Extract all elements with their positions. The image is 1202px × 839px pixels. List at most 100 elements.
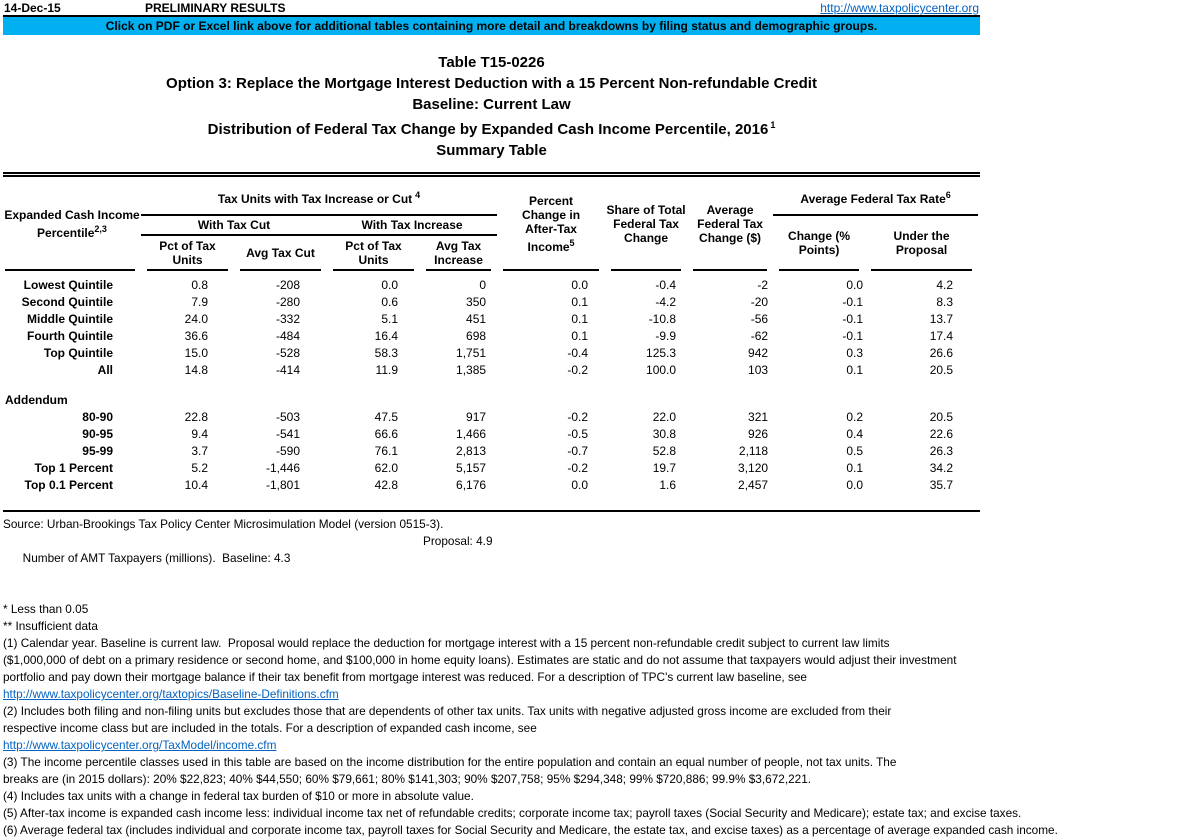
source-line: Source: Urban-Brookings Tax Policy Cente… bbox=[3, 517, 444, 531]
cell-value: 0.1 bbox=[571, 329, 589, 343]
cell-value: 35.7 bbox=[929, 478, 954, 492]
cell-value: 1,466 bbox=[456, 427, 487, 441]
baseline-title: Baseline: Current Law bbox=[412, 96, 571, 113]
cell-value: 0.0 bbox=[381, 278, 398, 292]
cell-value: 16.4 bbox=[374, 329, 398, 343]
cell-value: -4.2 bbox=[655, 295, 677, 309]
cell-value: 20.5 bbox=[929, 410, 954, 424]
header-pct-change-after-tax-income: Percent Change in After-Tax Income5 bbox=[522, 194, 581, 254]
cell-value: -0.1 bbox=[842, 329, 864, 343]
footnote-text: (1) Calendar year. Baseline is current l… bbox=[3, 636, 957, 684]
cell-value: 34.2 bbox=[929, 461, 954, 475]
header-avg-tax-cut: Avg Tax Cut bbox=[246, 245, 315, 260]
header-expanded-cash-income: Expanded Cash Income Percentile2,3 bbox=[4, 208, 140, 240]
cell-value: -503 bbox=[275, 410, 300, 424]
header-avg-federal-tax-change: Average Federal Tax Change ($) bbox=[697, 203, 763, 245]
preliminary-results-label: PRELIMINARY RESULTS bbox=[145, 1, 286, 15]
header-share-of-total: Share of Total Federal Tax Change bbox=[606, 203, 686, 245]
cell-value: 3,120 bbox=[738, 461, 769, 475]
header-tax-units-group: Tax Units with Tax Increase or Cut 4 bbox=[141, 179, 498, 216]
footnote-text: (6) Average federal tax (includes indivi… bbox=[3, 823, 1058, 837]
cell-value: 76.1 bbox=[374, 444, 398, 458]
taxpolicycenter-link[interactable]: http://www.taxpolicycenter.org bbox=[820, 1, 979, 15]
cell-value: 0.3 bbox=[846, 346, 864, 360]
row-label: Lowest Quintile bbox=[23, 278, 113, 292]
cell-value: 13.7 bbox=[929, 312, 954, 326]
cell-value: 2,118 bbox=[738, 444, 769, 458]
table-row: Top 0.1 Percent 10.4 -1,801 42.8 6,176 0.0 1.6… bbox=[3, 477, 978, 494]
cell-value: 42.8 bbox=[374, 478, 398, 492]
summary-title: Summary Table bbox=[436, 142, 547, 159]
cell-value: 62.0 bbox=[374, 461, 398, 475]
cell-value: 66.6 bbox=[374, 427, 398, 441]
table-row: Lowest Quintile 0.8 -208 0.0 0 0.0 -0.4 -2 0.0 4.… bbox=[3, 277, 978, 294]
cell-value: -528 bbox=[275, 346, 300, 360]
cell-value: 11.9 bbox=[375, 363, 398, 377]
cell-value: 1.6 bbox=[659, 478, 677, 492]
cell-value: 321 bbox=[748, 410, 769, 424]
cell-value: 30.8 bbox=[652, 427, 677, 441]
header-rate-under-proposal: Under the Proposal bbox=[893, 228, 950, 257]
footnote-marker-4: 4 bbox=[415, 189, 421, 200]
summary-table-wrap: Expanded Cash Income Percentile2,3 Tax U… bbox=[3, 172, 980, 512]
cell-value: 100.0 bbox=[646, 363, 677, 377]
notice-banner: Click on PDF or Excel link above for add… bbox=[3, 17, 980, 35]
cell-value: 0.1 bbox=[846, 363, 864, 377]
cell-value: 2,813 bbox=[456, 444, 487, 458]
cell-value: -9.9 bbox=[655, 329, 677, 343]
row-label: Middle Quintile bbox=[27, 312, 113, 326]
cell-value: 1,385 bbox=[456, 363, 487, 377]
cell-value: -62 bbox=[750, 329, 769, 343]
cell-value: -208 bbox=[275, 278, 300, 292]
amt-proposal: Proposal: 4.9 bbox=[423, 534, 493, 548]
footnote-marker-5: 5 bbox=[569, 238, 575, 248]
cell-value: 0.1 bbox=[571, 312, 589, 326]
footnote-link[interactable]: http://www.taxpolicycenter.org/taxtopics… bbox=[3, 687, 339, 701]
cell-value: 19.7 bbox=[652, 461, 677, 475]
table-row: All 14.8 -414 11.9 1,385 -0.2 100.0 103 0.1 20.5 bbox=[3, 362, 978, 379]
cell-value: 125.3 bbox=[646, 346, 677, 360]
header-with-tax-increase: With Tax Increase bbox=[327, 215, 498, 236]
table-id-title: Table T15-0226 bbox=[438, 54, 545, 71]
cell-value: 58.3 bbox=[374, 346, 398, 360]
cell-value: 0.5 bbox=[846, 444, 864, 458]
table-row: Second Quintile 7.9 -280 0.6 350 0.1 -4.2 -20 -0… bbox=[3, 294, 978, 311]
cell-value: -2 bbox=[757, 278, 769, 292]
cell-value: 0.1 bbox=[571, 295, 589, 309]
top-bar: 14-Dec-15 PRELIMINARY RESULTS http://www… bbox=[3, 0, 980, 17]
footnotes: (1) Calendar year. Baseline is current l… bbox=[3, 635, 1202, 839]
footnote-text: (2) Includes both filing and non-filing … bbox=[3, 704, 892, 735]
footnote-text: (5) After-tax income is expanded cash in… bbox=[3, 806, 1022, 820]
cell-value: 10.4 bbox=[184, 478, 208, 492]
addendum-row: Addendum bbox=[3, 392, 978, 409]
row-label: Top 1 Percent bbox=[34, 461, 113, 475]
cell-value: 22.8 bbox=[184, 410, 208, 424]
table-row: 90-95 9.4 -541 66.6 1,466 -0.5 30.8 926 0.4 22.6 bbox=[3, 426, 978, 443]
cell-value: 26.3 bbox=[929, 444, 954, 458]
table-row: 80-90 22.8 -503 47.5 917 -0.2 22.0 321 0.2 20.5 bbox=[3, 409, 978, 426]
cell-value: -0.7 bbox=[567, 444, 589, 458]
footnote-text: (4) Includes tax units with a change in … bbox=[3, 789, 474, 803]
table-header: Expanded Cash Income Percentile2,3 Tax U… bbox=[3, 179, 979, 277]
cell-value: -20 bbox=[750, 295, 769, 309]
footnote-link[interactable]: http://www.taxpolicycenter.org/TaxModel/… bbox=[3, 738, 277, 752]
cell-value: 2,457 bbox=[738, 478, 769, 492]
cell-value: -280 bbox=[275, 295, 300, 309]
row-label: Top 0.1 Percent bbox=[24, 478, 113, 492]
cell-value: -10.8 bbox=[648, 312, 677, 326]
cell-value: 0.0 bbox=[571, 478, 589, 492]
cell-value: 22.6 bbox=[929, 427, 954, 441]
row-label: Fourth Quintile bbox=[27, 329, 113, 343]
cell-value: 24.0 bbox=[184, 312, 208, 326]
cell-value: -0.2 bbox=[567, 410, 589, 424]
footer: Source: Urban-Brookings Tax Policy Cente… bbox=[3, 516, 1202, 839]
row-label: All bbox=[97, 363, 113, 377]
report-date: 14-Dec-15 bbox=[4, 1, 61, 15]
cell-value: 0.0 bbox=[846, 478, 864, 492]
cell-value: -1,446 bbox=[265, 461, 300, 475]
cell-value: 0 bbox=[479, 278, 487, 292]
option-title: Option 3: Replace the Mortgage Interest … bbox=[166, 75, 817, 92]
amt-baseline: Number of AMT Taxpayers (millions). Base… bbox=[22, 551, 291, 565]
row-label: Top Quintile bbox=[43, 346, 113, 360]
